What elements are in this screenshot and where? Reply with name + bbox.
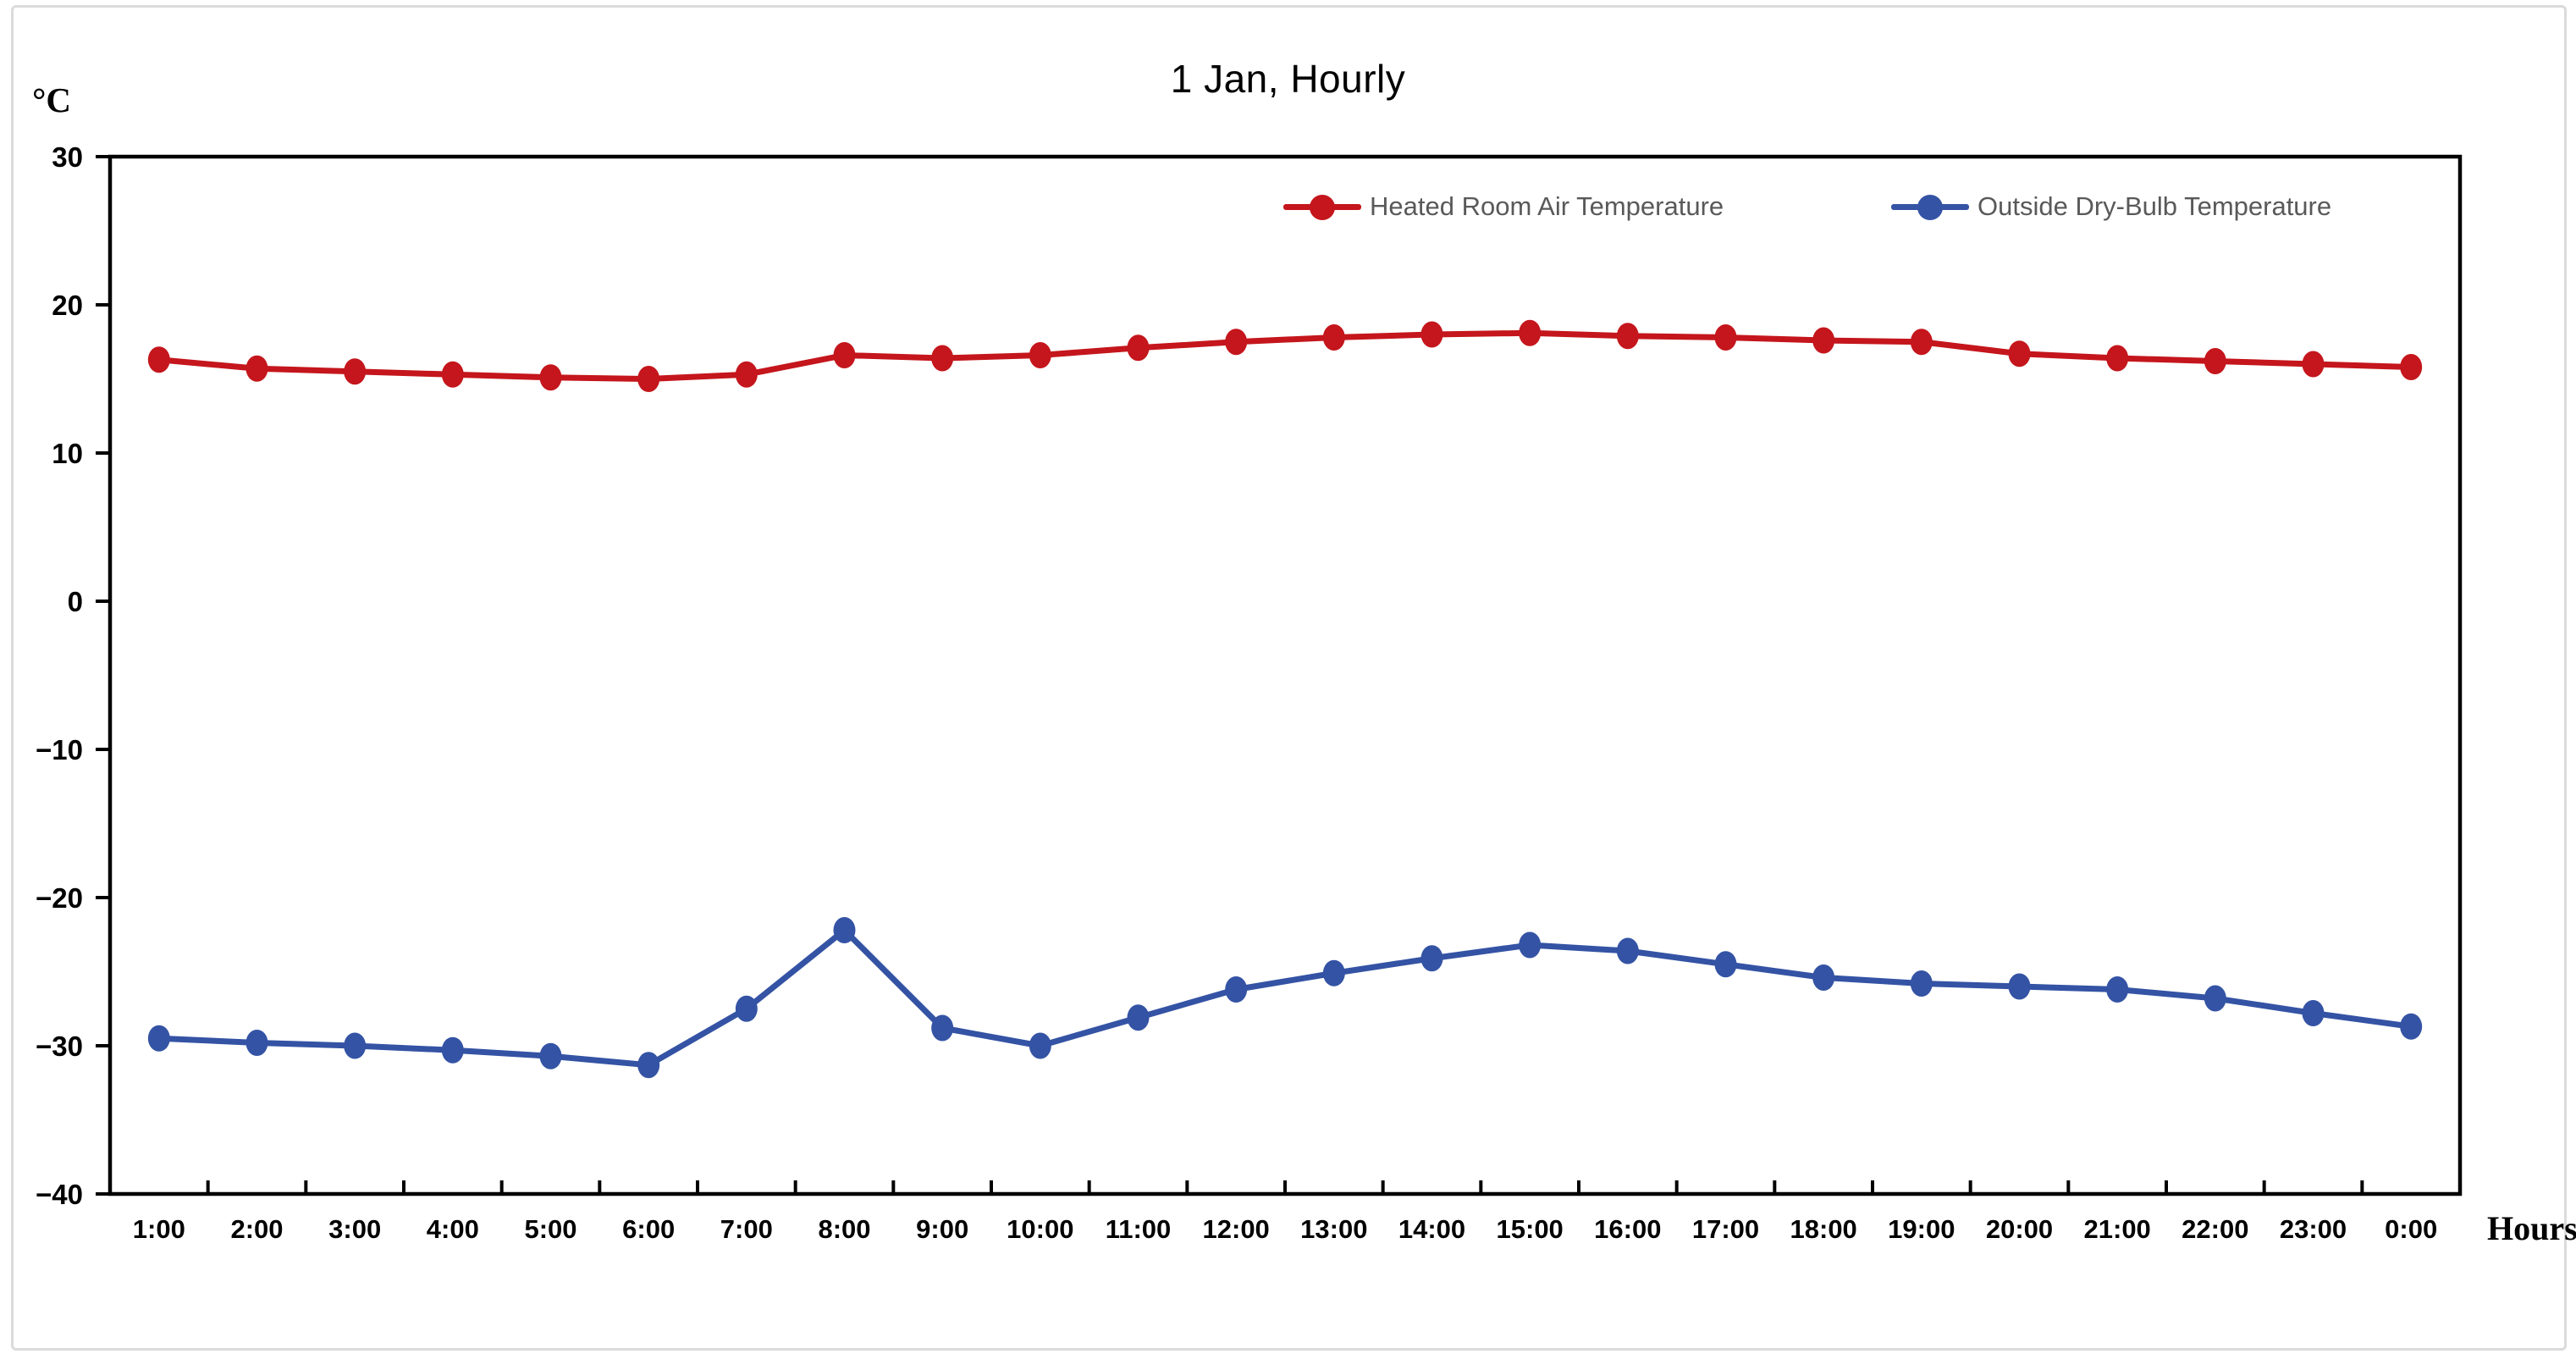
legend-line-heated-icon <box>1283 194 1361 220</box>
y-tick-label: 0 <box>68 586 83 617</box>
x-tick-label: 16:00 <box>1594 1214 1661 1244</box>
y-tick-label: 30 <box>52 141 83 173</box>
x-tick-label: 2:00 <box>230 1214 283 1244</box>
data-point-outside <box>2400 1013 2423 1040</box>
data-point-heated <box>147 346 170 373</box>
data-point-heated <box>2302 351 2325 378</box>
x-tick-label: 10:00 <box>1007 1214 1073 1244</box>
x-tick-label: 5:00 <box>524 1214 576 1244</box>
data-point-outside <box>441 1036 464 1064</box>
data-point-outside <box>245 1030 268 1056</box>
legend-entry-heated: Heated Room Air Temperature <box>1283 191 1724 222</box>
y-axis-unit-label: °C <box>32 80 71 119</box>
data-point-outside <box>2106 976 2129 1003</box>
x-tick-label: 21:00 <box>2084 1214 2151 1244</box>
series-line-outside <box>156 927 2414 1069</box>
y-tick-label: 20 <box>52 290 83 321</box>
x-tick-label: 4:00 <box>427 1214 479 1244</box>
data-point-outside <box>1127 1004 1150 1031</box>
x-tick-label: 9:00 <box>916 1214 968 1244</box>
data-point-outside <box>637 1052 660 1079</box>
x-tick-label: 11:00 <box>1106 1214 1172 1244</box>
data-point-heated <box>1910 329 1933 356</box>
data-point-heated <box>1029 342 1051 368</box>
x-tick-label: 13:00 <box>1300 1214 1367 1244</box>
x-tick-label: 12:00 <box>1203 1214 1270 1244</box>
data-point-heated <box>1225 329 1248 356</box>
data-point-outside <box>147 1025 170 1052</box>
data-point-heated <box>441 361 464 388</box>
x-tick-label: 23:00 <box>2280 1214 2347 1244</box>
legend-label-outside: Outside Dry-Bulb Temperature <box>1978 191 2332 221</box>
data-point-outside <box>1322 959 1345 986</box>
x-tick-label: 17:00 <box>1692 1214 1759 1244</box>
data-point-outside <box>833 917 856 943</box>
x-tick-label: 22:00 <box>2182 1214 2248 1244</box>
data-point-heated <box>1616 323 1639 350</box>
y-tick-label: −10 <box>36 734 83 765</box>
data-point-heated <box>2204 348 2226 374</box>
x-axis-unit-label: Hours <box>2487 1209 2576 1247</box>
y-tick-label: 10 <box>52 438 83 469</box>
data-point-outside <box>735 995 758 1022</box>
data-point-heated <box>2008 340 2031 368</box>
data-point-heated <box>539 364 562 391</box>
data-point-outside <box>1910 970 1933 997</box>
data-point-outside <box>344 1032 367 1059</box>
data-point-heated <box>833 342 856 368</box>
data-point-heated <box>931 345 954 372</box>
data-point-heated <box>344 358 367 385</box>
x-tick-label: 7:00 <box>720 1214 773 1244</box>
legend-dot-outside-icon <box>1917 194 1943 220</box>
data-point-outside <box>1519 931 1542 959</box>
data-point-outside <box>1714 951 1737 978</box>
y-tick-label: −40 <box>36 1179 83 1210</box>
plot-border <box>108 154 2463 1196</box>
y-tick-label: −20 <box>36 882 83 914</box>
x-tick-label: 1:00 <box>133 1214 185 1244</box>
data-point-heated <box>1714 324 1737 351</box>
data-point-outside <box>539 1042 562 1069</box>
x-tick-label: 0:00 <box>2385 1214 2437 1244</box>
chart-card <box>11 5 2567 1351</box>
data-point-outside <box>1616 937 1639 964</box>
x-tick-label: 6:00 <box>622 1214 675 1244</box>
data-point-heated <box>2400 354 2423 380</box>
data-point-heated <box>1322 324 1345 351</box>
x-tick-label: 14:00 <box>1398 1214 1465 1244</box>
data-point-heated <box>637 366 660 392</box>
x-tick-label: 8:00 <box>818 1214 870 1244</box>
data-point-outside <box>1029 1032 1051 1059</box>
data-point-outside <box>1812 964 1835 991</box>
data-point-heated <box>735 361 758 388</box>
series-line-heated <box>156 329 2414 382</box>
data-point-heated <box>1812 327 1835 354</box>
data-point-outside <box>1420 945 1443 972</box>
x-tick-label: 15:00 <box>1497 1214 1564 1244</box>
chart-title: 1 Jan, Hourly <box>1170 57 1406 101</box>
data-point-outside <box>931 1014 954 1042</box>
x-tick-label: 19:00 <box>1888 1214 1955 1244</box>
data-point-heated <box>1420 321 1443 348</box>
data-point-outside <box>2204 985 2226 1012</box>
data-point-heated <box>245 355 268 382</box>
legend-entry-outside: Outside Dry-Bulb Temperature <box>1891 191 2331 222</box>
x-tick-label: 20:00 <box>1986 1214 2053 1244</box>
data-point-heated <box>2106 345 2129 372</box>
x-tick-label: 3:00 <box>328 1214 381 1244</box>
data-point-outside <box>1225 976 1248 1003</box>
legend-line-outside-icon <box>1891 194 1969 220</box>
legend-dot-heated-icon <box>1310 194 1335 220</box>
legend-label-heated: Heated Room Air Temperature <box>1370 191 1724 221</box>
data-point-outside <box>2302 1000 2325 1026</box>
data-point-heated <box>1127 334 1150 362</box>
x-tick-label: 18:00 <box>1790 1214 1857 1244</box>
y-tick-label: −30 <box>36 1031 83 1062</box>
data-point-outside <box>2008 973 2031 1000</box>
data-point-heated <box>1519 319 1542 346</box>
